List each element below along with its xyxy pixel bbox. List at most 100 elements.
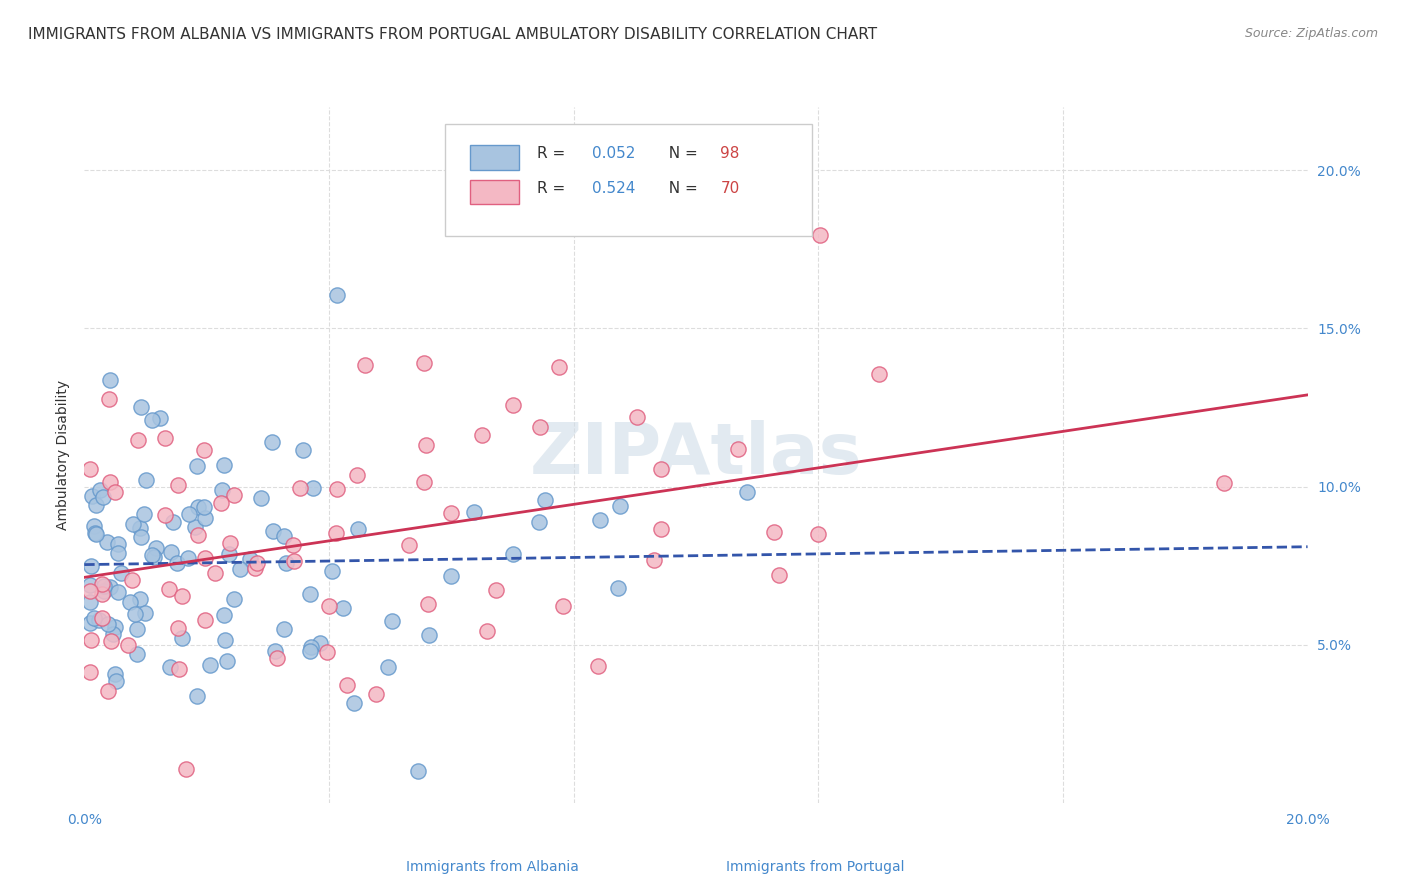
Point (326, 288, 349, 302)
Point (650, 462, 672, 476)
Point (868, 368, 890, 382)
Point (141, 413, 163, 427)
Point (121, 516, 143, 531)
Text: 98: 98 (720, 146, 740, 161)
Point (471, 427, 494, 442)
Point (217, 654, 239, 668)
Point (274, 556, 297, 570)
Point (273, 529, 295, 543)
Point (298, 644, 321, 658)
Point (79, 665, 101, 680)
Point (97, 616, 120, 631)
Point (301, 481, 323, 495)
Text: ZIPAtlas: ZIPAtlas (530, 420, 862, 490)
Point (416, 597, 439, 611)
Point (128, 591, 150, 606)
Point (104, 666, 127, 681)
FancyBboxPatch shape (470, 180, 519, 204)
Point (502, 398, 524, 412)
Point (1212, 475, 1234, 490)
Point (727, 442, 749, 456)
Point (502, 547, 524, 561)
Point (650, 522, 672, 536)
Point (129, 521, 152, 535)
Point (121, 574, 143, 588)
Point (93, 579, 115, 593)
Point (79, 461, 101, 475)
Point (193, 551, 215, 566)
Point (475, 624, 498, 639)
Point (204, 566, 226, 580)
Point (607, 582, 630, 596)
Text: Immigrants from Albania: Immigrants from Albania (406, 860, 578, 874)
Point (160, 545, 183, 559)
Point (91, 587, 114, 601)
Point (162, 515, 184, 529)
Point (589, 513, 612, 527)
Point (91, 490, 114, 504)
Point (245, 556, 267, 570)
Point (127, 433, 149, 447)
Point (266, 651, 288, 665)
Point (91, 577, 114, 591)
Point (194, 511, 217, 525)
Point (288, 481, 311, 495)
Point (343, 696, 366, 710)
Point (93, 583, 115, 598)
Point (214, 633, 236, 648)
Point (80, 632, 103, 647)
Point (134, 507, 156, 521)
Point (366, 687, 388, 701)
Point (177, 550, 200, 565)
Point (346, 522, 368, 536)
Point (167, 621, 190, 635)
Point (131, 530, 153, 544)
Point (413, 475, 436, 489)
FancyBboxPatch shape (396, 832, 446, 852)
Point (325, 482, 347, 496)
Point (80, 558, 103, 573)
Point (176, 762, 198, 776)
Point (83, 526, 105, 541)
Point (228, 562, 250, 576)
Point (107, 546, 129, 560)
Point (184, 520, 207, 534)
Point (239, 552, 262, 566)
Point (354, 358, 377, 372)
Point (149, 411, 172, 425)
Point (131, 400, 153, 414)
Point (145, 541, 167, 556)
Point (440, 569, 463, 583)
Point (281, 538, 304, 552)
Text: Immigrants from Portugal: Immigrants from Portugal (727, 860, 904, 874)
Point (96, 535, 118, 549)
Point (141, 548, 163, 562)
Point (346, 467, 368, 482)
Point (97, 684, 120, 698)
Point (135, 473, 157, 487)
Point (298, 587, 321, 601)
Point (249, 491, 271, 506)
FancyBboxPatch shape (446, 124, 813, 235)
Point (212, 458, 235, 472)
Point (222, 592, 245, 607)
Text: 0.524: 0.524 (592, 181, 636, 196)
Point (485, 582, 508, 597)
Point (166, 556, 188, 570)
Point (336, 678, 359, 692)
Point (98, 475, 121, 489)
Point (762, 524, 785, 539)
Point (292, 443, 315, 458)
Point (177, 507, 200, 521)
Point (98, 580, 121, 594)
Point (245, 561, 267, 575)
Point (586, 659, 609, 673)
Point (193, 500, 215, 514)
Point (170, 631, 193, 645)
Point (318, 599, 340, 613)
Point (211, 495, 233, 509)
Text: N =: N = (659, 146, 703, 161)
Point (110, 566, 132, 581)
Point (211, 483, 233, 498)
Point (548, 359, 571, 374)
